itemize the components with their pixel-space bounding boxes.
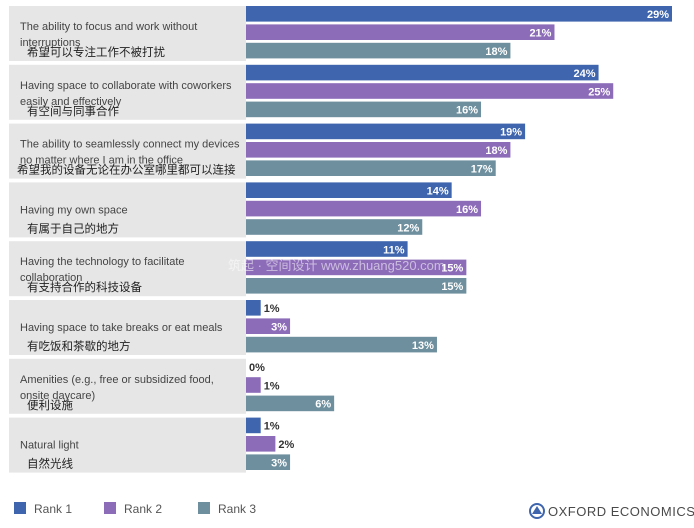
data-label: 15%: [441, 281, 463, 293]
data-label: 1%: [264, 380, 280, 392]
bar: [246, 42, 511, 59]
legend-swatch: [104, 502, 116, 514]
data-label: 12%: [397, 222, 419, 234]
bar-marks: [246, 6, 672, 470]
data-label: 2%: [278, 439, 294, 451]
data-label: 25%: [588, 86, 610, 98]
bar: [246, 83, 614, 99]
data-label: 3%: [271, 458, 287, 470]
data-label: 16%: [456, 204, 478, 216]
category-bands: [9, 6, 246, 473]
category-labels: The ability to focus and work without int…: [17, 21, 240, 471]
brand-name: OXFORD ECONOMICS: [548, 504, 694, 519]
bar: [246, 454, 291, 470]
category-label-zh: 自然光线: [27, 457, 73, 471]
data-label: 15%: [441, 263, 463, 275]
category-band: [9, 300, 246, 355]
data-label: 18%: [485, 46, 507, 58]
bar: [246, 241, 408, 257]
bar: [246, 182, 452, 198]
data-label: 6%: [315, 399, 331, 411]
category-label-en: Having space to take breaks or eat meals: [20, 322, 223, 334]
category-band: [9, 123, 246, 179]
data-label: 13%: [412, 340, 434, 352]
data-label: 24%: [574, 68, 596, 80]
data-label: 19%: [500, 127, 522, 139]
bar: [246, 101, 482, 118]
bar: [246, 6, 672, 22]
brand-logo: OXFORD ECONOMICS: [529, 503, 694, 519]
data-label: 1%: [264, 421, 280, 433]
bar: [246, 219, 423, 235]
bar: [246, 160, 496, 176]
bar: [246, 278, 467, 294]
category-label-zh: 有空间与同事合作: [27, 104, 119, 118]
bar: [246, 436, 276, 452]
category-band: [9, 358, 246, 414]
bar: [246, 200, 482, 217]
category-label-en: The ability to seamlessly connect my dev…: [20, 139, 240, 167]
data-label: 16%: [456, 105, 478, 117]
bar: [246, 123, 526, 140]
data-label: 1%: [264, 303, 280, 315]
data-label: 11%: [383, 244, 405, 256]
legend: Rank 1 Rank 2 Rank 3: [14, 502, 256, 516]
legend-label: Rank 3: [218, 502, 256, 516]
category-label-en: Amenities (e.g., free or subsidized food…: [20, 374, 214, 402]
category-label-en: Natural light: [20, 440, 79, 452]
legend-label: Rank 2: [124, 502, 162, 516]
bar: [246, 377, 261, 393]
bar: [246, 395, 335, 412]
category-band: [9, 417, 246, 473]
bar: [246, 24, 555, 40]
category-band: [9, 64, 246, 120]
data-label: 18%: [485, 145, 507, 157]
category-label-zh: 便利设施: [27, 398, 73, 412]
category-label-en: Having space to collaborate with coworke…: [20, 80, 232, 108]
data-label: 0%: [249, 362, 265, 374]
category-band: [9, 241, 246, 297]
data-label: 14%: [427, 186, 449, 198]
legend-swatch: [14, 502, 26, 514]
data-label: 3%: [271, 322, 287, 334]
category-label-en: The ability to focus and work without int…: [20, 21, 197, 49]
bar: [246, 64, 599, 81]
category-label-zh: 希望可以专注工作不被打扰: [27, 45, 165, 59]
category-band: [9, 6, 246, 61]
category-label-zh: 有吃饭和茶歇的地方: [27, 339, 131, 353]
bar: [246, 318, 291, 334]
value-labels: 29% 21% 18% 24% 25% 16% 19% 18% 17% 14% 16% 12% 11% 1…: [249, 9, 669, 469]
category-label-en: Having the technology to facilitate colla…: [20, 256, 185, 284]
data-label: 29%: [647, 9, 669, 21]
bar: [246, 259, 467, 276]
bar: [246, 142, 511, 158]
watermark: 筑起 · 空间设计 www.zhuang520.com: [228, 258, 445, 273]
bar: [246, 336, 437, 353]
category-label-en: Having my own space: [20, 204, 128, 216]
category-label-zh: 希望我的设备无论在办公室哪里都可以连接: [17, 163, 236, 177]
oxford-economics-logo-icon: [529, 503, 545, 519]
category-band: [9, 182, 246, 238]
category-label-zh: 有属于自己的地方: [27, 221, 119, 235]
data-label: 17%: [471, 164, 493, 176]
data-label: 21%: [529, 28, 551, 40]
category-label-zh: 有支持合作的科技设备: [27, 280, 142, 294]
bar: [246, 417, 261, 434]
legend-swatch: [198, 502, 210, 514]
bar: [246, 300, 261, 316]
legend-label: Rank 1: [34, 502, 72, 516]
